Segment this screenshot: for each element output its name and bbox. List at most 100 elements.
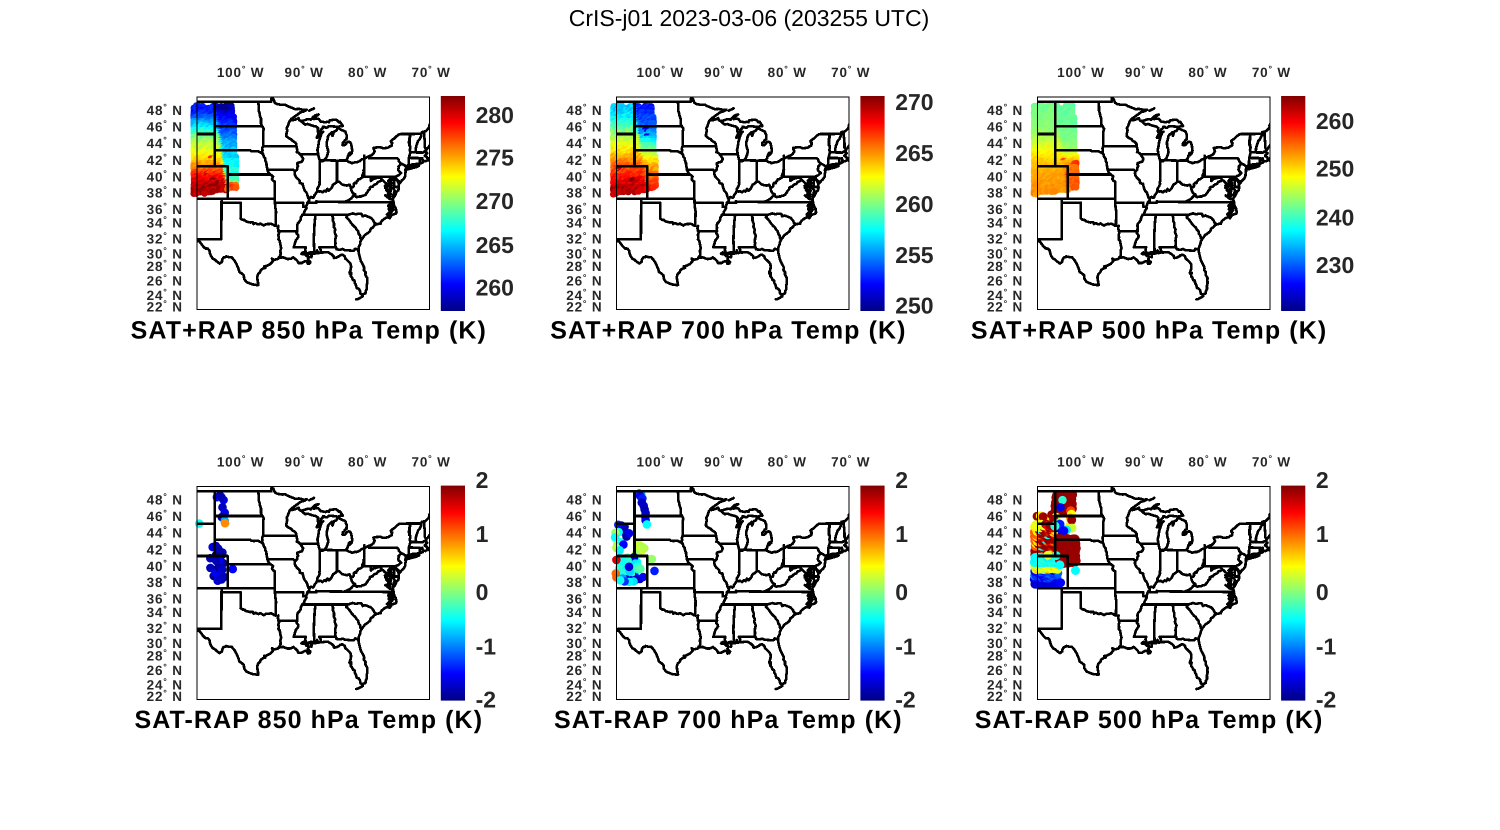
svg-text:2: 2: [895, 467, 908, 493]
svg-text:30° N: 30° N: [987, 635, 1023, 651]
svg-text:38° N: 38° N: [566, 184, 602, 200]
svg-text:22° N: 22° N: [147, 298, 183, 314]
svg-text:80° W: 80° W: [1188, 454, 1227, 470]
svg-text:40° N: 40° N: [147, 168, 183, 184]
svg-text:34° N: 34° N: [987, 214, 1023, 230]
svg-text:70° W: 70° W: [412, 454, 451, 470]
svg-text:38° N: 38° N: [987, 574, 1023, 590]
svg-text:240: 240: [1316, 205, 1354, 231]
svg-text:38° N: 38° N: [147, 574, 183, 590]
svg-text:30° N: 30° N: [987, 245, 1023, 261]
svg-text:28° N: 28° N: [566, 648, 602, 664]
svg-text:46° N: 46° N: [147, 508, 183, 524]
svg-text:28° N: 28° N: [147, 648, 183, 664]
svg-text:-2: -2: [895, 687, 915, 713]
svg-text:24° N: 24° N: [987, 677, 1023, 693]
svg-text:70° W: 70° W: [1252, 64, 1291, 80]
svg-text:48° N: 48° N: [566, 102, 602, 118]
svg-text:32° N: 32° N: [566, 230, 602, 246]
svg-text:40° N: 40° N: [987, 168, 1023, 184]
svg-text:48° N: 48° N: [987, 102, 1023, 118]
svg-text:-2: -2: [476, 687, 496, 713]
svg-text:42° N: 42° N: [566, 152, 602, 168]
svg-text:265: 265: [895, 140, 934, 166]
svg-text:32° N: 32° N: [987, 230, 1023, 246]
svg-text:SAT-RAP 500 hPa Temp (K): SAT-RAP 500 hPa Temp (K): [975, 706, 1324, 734]
svg-text:260: 260: [1316, 108, 1354, 134]
svg-text:28° N: 28° N: [987, 648, 1023, 664]
svg-text:28° N: 28° N: [987, 258, 1023, 274]
svg-text:48° N: 48° N: [147, 492, 183, 508]
svg-text:SAT-RAP 850 hPa Temp (K): SAT-RAP 850 hPa Temp (K): [134, 706, 483, 734]
svg-text:90° W: 90° W: [1125, 64, 1164, 80]
svg-text:24° N: 24° N: [147, 677, 183, 693]
svg-text:100° W: 100° W: [217, 454, 264, 470]
svg-text:70° W: 70° W: [1252, 454, 1291, 470]
svg-text:0: 0: [476, 579, 489, 605]
svg-text:SAT+RAP 700 hPa Temp (K): SAT+RAP 700 hPa Temp (K): [550, 316, 906, 344]
svg-text:1: 1: [895, 521, 908, 547]
svg-text:100° W: 100° W: [1057, 64, 1104, 80]
svg-text:32° N: 32° N: [987, 620, 1023, 636]
svg-text:-1: -1: [895, 634, 916, 660]
svg-text:80° W: 80° W: [1188, 64, 1227, 80]
svg-text:SAT-RAP 700 hPa Temp (K): SAT-RAP 700 hPa Temp (K): [554, 706, 903, 734]
svg-text:38° N: 38° N: [147, 184, 183, 200]
svg-text:80° W: 80° W: [768, 64, 807, 80]
svg-text:-1: -1: [476, 634, 497, 660]
svg-text:42° N: 42° N: [987, 152, 1023, 168]
svg-text:30° N: 30° N: [566, 635, 602, 651]
svg-text:26° N: 26° N: [147, 662, 183, 678]
svg-text:42° N: 42° N: [566, 542, 602, 558]
svg-text:44° N: 44° N: [566, 135, 602, 151]
svg-text:24° N: 24° N: [566, 677, 602, 693]
svg-text:26° N: 26° N: [566, 662, 602, 678]
svg-text:38° N: 38° N: [566, 574, 602, 590]
svg-text:70° W: 70° W: [831, 64, 870, 80]
svg-text:46° N: 46° N: [987, 508, 1023, 524]
svg-text:22° N: 22° N: [147, 688, 183, 704]
svg-text:-1: -1: [1316, 634, 1337, 660]
svg-text:44° N: 44° N: [147, 135, 183, 151]
svg-text:46° N: 46° N: [147, 118, 183, 134]
svg-text:34° N: 34° N: [566, 604, 602, 620]
svg-text:32° N: 32° N: [566, 620, 602, 636]
svg-text:34° N: 34° N: [566, 214, 602, 230]
svg-text:28° N: 28° N: [147, 258, 183, 274]
svg-text:22° N: 22° N: [566, 688, 602, 704]
svg-text:255: 255: [895, 242, 934, 268]
svg-text:30° N: 30° N: [147, 635, 183, 651]
svg-text:SAT+RAP 850 hPa Temp (K): SAT+RAP 850 hPa Temp (K): [131, 316, 487, 344]
svg-text:46° N: 46° N: [566, 118, 602, 134]
svg-text:0: 0: [895, 579, 908, 605]
svg-text:100° W: 100° W: [636, 454, 683, 470]
svg-text:22° N: 22° N: [566, 298, 602, 314]
svg-text:26° N: 26° N: [566, 272, 602, 288]
svg-text:42° N: 42° N: [147, 542, 183, 558]
svg-text:24° N: 24° N: [147, 287, 183, 303]
svg-text:36° N: 36° N: [566, 591, 602, 607]
svg-text:80° W: 80° W: [348, 64, 387, 80]
svg-text:270: 270: [895, 89, 933, 115]
svg-text:2: 2: [1316, 467, 1329, 493]
svg-text:46° N: 46° N: [987, 118, 1023, 134]
svg-text:280: 280: [476, 102, 514, 128]
svg-text:26° N: 26° N: [987, 662, 1023, 678]
svg-text:90° W: 90° W: [704, 454, 743, 470]
svg-text:36° N: 36° N: [147, 591, 183, 607]
svg-text:260: 260: [476, 275, 514, 301]
svg-text:-2: -2: [1316, 687, 1336, 713]
svg-text:44° N: 44° N: [987, 135, 1023, 151]
svg-text:46° N: 46° N: [566, 508, 602, 524]
svg-text:230: 230: [1316, 252, 1354, 278]
svg-text:100° W: 100° W: [1057, 454, 1104, 470]
svg-text:260: 260: [895, 191, 933, 217]
svg-text:36° N: 36° N: [987, 591, 1023, 607]
svg-text:34° N: 34° N: [147, 214, 183, 230]
svg-text:100° W: 100° W: [217, 64, 264, 80]
svg-text:42° N: 42° N: [147, 152, 183, 168]
svg-text:42° N: 42° N: [987, 542, 1023, 558]
svg-text:275: 275: [476, 144, 515, 170]
svg-text:26° N: 26° N: [987, 272, 1023, 288]
svg-text:24° N: 24° N: [987, 287, 1023, 303]
